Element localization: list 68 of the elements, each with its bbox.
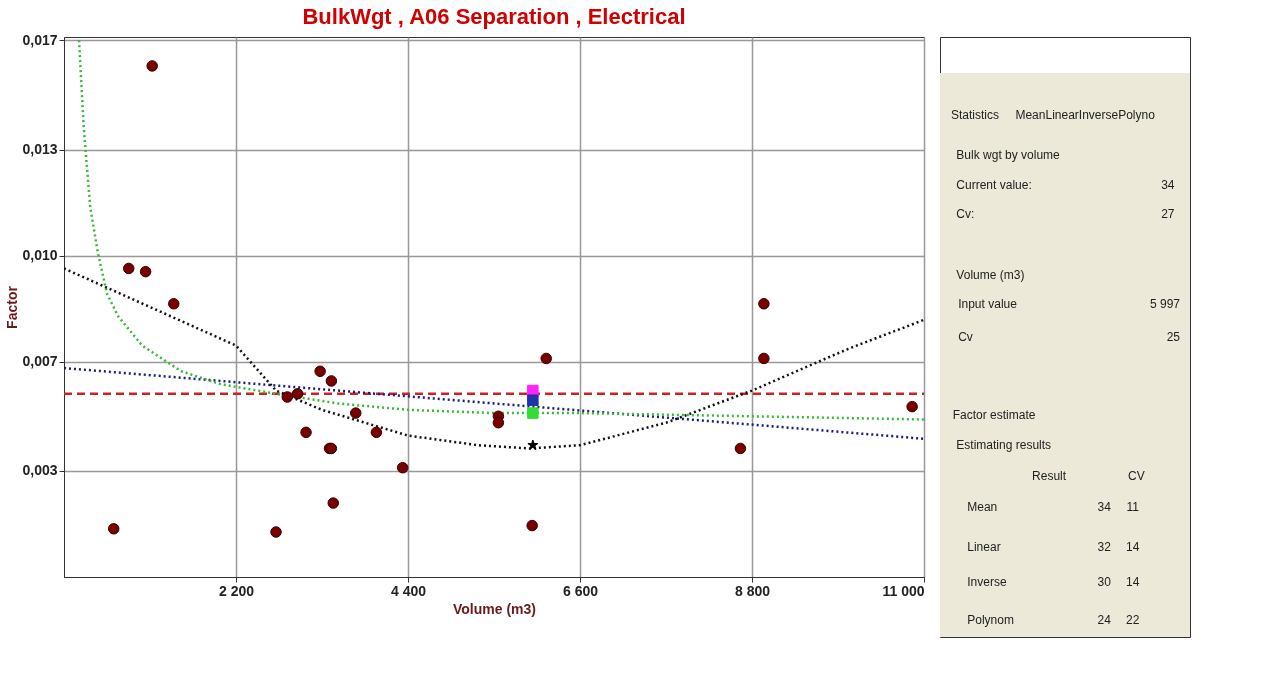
text: 22 [1126, 612, 1140, 627]
point [906, 400, 918, 413]
point [734, 442, 747, 455]
text: Current value: [956, 177, 1032, 192]
text: Cv [958, 330, 973, 345]
text: 34 [1161, 177, 1175, 192]
point [492, 416, 505, 429]
line-series [64, 267, 924, 450]
text: 14 [1126, 574, 1140, 589]
x-tick-label: 2 200 [218, 582, 255, 599]
text: Result [1032, 469, 1067, 484]
point [527, 407, 539, 419]
point [291, 388, 304, 400]
text: 30 [1097, 574, 1112, 589]
text: Bulk wgt by volume [956, 148, 1061, 163]
point [270, 526, 282, 538]
point [527, 439, 539, 450]
point [396, 461, 409, 474]
text: 34 [1097, 500, 1112, 515]
point [168, 298, 180, 310]
point [146, 60, 158, 72]
line-series [77, 38, 924, 421]
text: 27 [1161, 206, 1175, 221]
point [540, 352, 552, 365]
text: 24 [1097, 612, 1112, 627]
text: 32 [1097, 539, 1112, 554]
text: Polynom [967, 612, 1014, 627]
text: Statistics [950, 107, 999, 122]
text: Factor estimate [952, 408, 1036, 423]
point [314, 365, 326, 378]
point [325, 375, 338, 387]
y-axis-title: Factor [4, 285, 21, 329]
text: Cv: [956, 206, 975, 221]
text: Linear [967, 539, 1001, 554]
y-tick-label: 0,003 [22, 462, 58, 479]
y-tick-label: 0,017 [22, 31, 58, 48]
text: 14 [1126, 539, 1140, 554]
point [327, 497, 339, 509]
text: 25 [1166, 330, 1181, 345]
point [526, 519, 538, 532]
point [281, 391, 294, 403]
text: MeanLinearInversePolyno [1015, 107, 1156, 122]
x-tick-label: 4 400 [390, 582, 427, 599]
x-tick-label: 8 800 [734, 582, 771, 599]
text: CV [1128, 469, 1145, 484]
chart-title: BulkWgt , A06 Separation , Electrical [302, 4, 686, 30]
point [300, 426, 312, 439]
y-tick-label: 0,013 [22, 141, 58, 157]
text: Volume (m3) [956, 268, 1025, 283]
y-tick-label: 0,007 [22, 353, 58, 370]
text: Mean [967, 500, 998, 515]
point [122, 262, 135, 275]
x-tick-label: 6 600 [562, 582, 599, 599]
point [758, 352, 770, 365]
text: 5 997 [1149, 297, 1181, 312]
text: 11 [1126, 500, 1140, 515]
text: Inverse [967, 574, 1007, 589]
x-tick-label: 11 000 [882, 582, 925, 599]
x-axis-title: Volume (m3) [453, 600, 536, 617]
point [107, 523, 120, 535]
point [350, 407, 362, 419]
point [370, 426, 383, 439]
text: Estimating results [956, 437, 1052, 452]
point [139, 265, 152, 278]
text: Input value [958, 297, 1018, 312]
point [758, 298, 770, 310]
point [527, 394, 539, 406]
y-tick-label: 0,010 [22, 247, 58, 264]
